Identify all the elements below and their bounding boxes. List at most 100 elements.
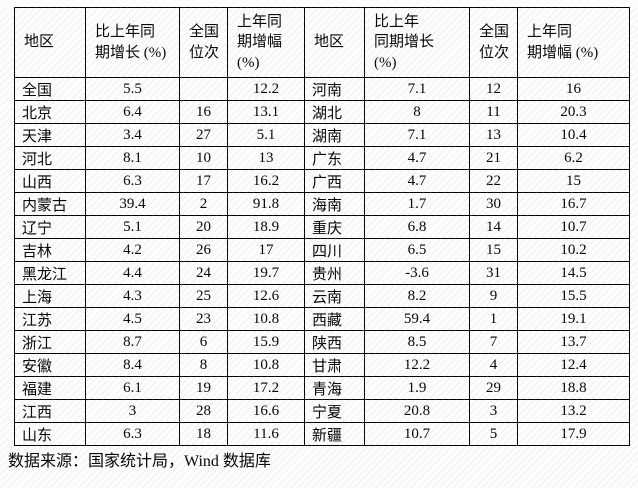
region-cell: 广西 — [304, 169, 365, 193]
value-cell — [179, 77, 228, 101]
table-row: 山西 6.3 17 16.2 广西 4.7 22 15 — [14, 169, 630, 193]
value-cell: 11 — [469, 100, 518, 124]
value-cell: 16 — [517, 77, 630, 101]
value-cell: 17.9 — [517, 422, 630, 446]
table-row: 黑龙江 4.4 24 19.7 贵州 -3.6 31 14.5 — [14, 261, 630, 285]
value-cell: 8 — [364, 100, 470, 124]
region-cell: 吉林 — [14, 238, 86, 262]
value-cell: 1.9 — [364, 376, 470, 400]
value-cell: 20.8 — [364, 399, 470, 423]
value-cell: 8.7 — [85, 330, 180, 354]
value-cell: 15 — [517, 169, 630, 193]
region-cell: 湖南 — [304, 123, 365, 147]
value-cell: 4 — [469, 353, 518, 377]
value-cell: 19.7 — [227, 261, 305, 285]
region-cell: 上海 — [14, 284, 86, 308]
value-cell: 21 — [469, 146, 518, 170]
table-row: 江西 3 28 16.6 宁夏 20.8 3 13.2 — [14, 399, 630, 423]
value-cell: 24 — [179, 261, 228, 285]
data-source-note: 数据来源：国家统计局，Wind 数据库 — [8, 453, 271, 470]
value-cell: 11.6 — [227, 422, 305, 446]
value-cell: 12.4 — [517, 353, 630, 377]
column-header-1: 比上年同 期增长 (%) — [85, 7, 180, 78]
region-cell: 贵州 — [304, 261, 365, 285]
value-cell: 3 — [469, 399, 518, 423]
value-cell: 8.1 — [85, 146, 180, 170]
value-cell: 7 — [469, 330, 518, 354]
region-cell: 陕西 — [304, 330, 365, 354]
region-cell: 江苏 — [14, 307, 86, 331]
table-row: 内蒙古 39.4 2 91.8 海南 1.7 30 16.7 — [14, 192, 630, 216]
value-cell: 23 — [179, 307, 228, 331]
region-cell: 辽宁 — [14, 215, 86, 239]
region-cell: 新疆 — [304, 422, 365, 446]
value-cell: 4.2 — [85, 238, 180, 262]
table-row: 山东 6.3 18 11.6 新疆 10.7 5 17.9 — [14, 422, 630, 446]
region-cell: 福建 — [14, 376, 86, 400]
value-cell: 4.3 — [85, 284, 180, 308]
value-cell: 9 — [469, 284, 518, 308]
region-cell: 湖北 — [304, 100, 365, 124]
value-cell: 12 — [469, 77, 518, 101]
table-row: 安徽 8.4 8 10.8 甘肃 12.2 4 12.4 — [14, 353, 630, 377]
table-header-row: 地区 比上年同 期增长 (%) 全国 位次 上年同 期增幅 (%) 地区 比上年 同期增长… — [14, 7, 630, 78]
region-cell: 天津 — [14, 123, 86, 147]
value-cell: 13.7 — [517, 330, 630, 354]
value-cell: 15.5 — [517, 284, 630, 308]
value-cell: 18.8 — [517, 376, 630, 400]
value-cell: 6.3 — [85, 169, 180, 193]
region-cell: 青海 — [304, 376, 365, 400]
value-cell: 14 — [469, 215, 518, 239]
table-row: 吉林 4.2 26 17 四川 6.5 15 10.2 — [14, 238, 630, 262]
value-cell: 6 — [179, 330, 228, 354]
value-cell: 16 — [179, 100, 228, 124]
value-cell: 16.6 — [227, 399, 305, 423]
value-cell: 5.1 — [227, 123, 305, 147]
value-cell: 19.1 — [517, 307, 630, 331]
value-cell: 2 — [179, 192, 228, 216]
region-cell: 西藏 — [304, 307, 365, 331]
value-cell: 6.2 — [517, 146, 630, 170]
value-cell: 12.6 — [227, 284, 305, 308]
table-row: 辽宁 5.1 20 18.9 重庆 6.8 14 10.7 — [14, 215, 630, 239]
value-cell: 5.1 — [85, 215, 180, 239]
value-cell: 13 — [227, 146, 305, 170]
value-cell: 7.1 — [364, 77, 470, 101]
region-cell: 山西 — [14, 169, 86, 193]
value-cell: 18 — [179, 422, 228, 446]
value-cell: 4.4 — [85, 261, 180, 285]
value-cell: 4.7 — [364, 169, 470, 193]
value-cell: 6.3 — [85, 422, 180, 446]
value-cell: 8 — [179, 353, 228, 377]
value-cell: 27 — [179, 123, 228, 147]
value-cell: 10.7 — [364, 422, 470, 446]
value-cell: 6.4 — [85, 100, 180, 124]
region-cell: 海南 — [304, 192, 365, 216]
region-cell: 四川 — [304, 238, 365, 262]
value-cell: 13 — [469, 123, 518, 147]
value-cell: 8.2 — [364, 284, 470, 308]
table-row: 江苏 4.5 23 10.8 西藏 59.4 1 19.1 — [14, 307, 630, 331]
value-cell: 17 — [227, 238, 305, 262]
region-cell: 河北 — [14, 146, 86, 170]
value-cell: 5.5 — [85, 77, 180, 101]
value-cell: 6.5 — [364, 238, 470, 262]
value-cell: 1.7 — [364, 192, 470, 216]
region-cell: 江西 — [14, 399, 86, 423]
table-row: 河北 8.1 10 13 广东 4.7 21 6.2 — [14, 146, 630, 170]
value-cell: 28 — [179, 399, 228, 423]
value-cell: 59.4 — [364, 307, 470, 331]
value-cell: 10.2 — [517, 238, 630, 262]
region-cell: 北京 — [14, 100, 86, 124]
region-cell: 云南 — [304, 284, 365, 308]
region-cell: 宁夏 — [304, 399, 365, 423]
value-cell: 16.2 — [227, 169, 305, 193]
value-cell: 10.8 — [227, 307, 305, 331]
value-cell: 25 — [179, 284, 228, 308]
column-header-6: 全国 位次 — [469, 7, 518, 78]
value-cell: 30 — [469, 192, 518, 216]
value-cell: 16.7 — [517, 192, 630, 216]
value-cell: 12.2 — [364, 353, 470, 377]
value-cell: 10 — [179, 146, 228, 170]
value-cell: 15 — [469, 238, 518, 262]
